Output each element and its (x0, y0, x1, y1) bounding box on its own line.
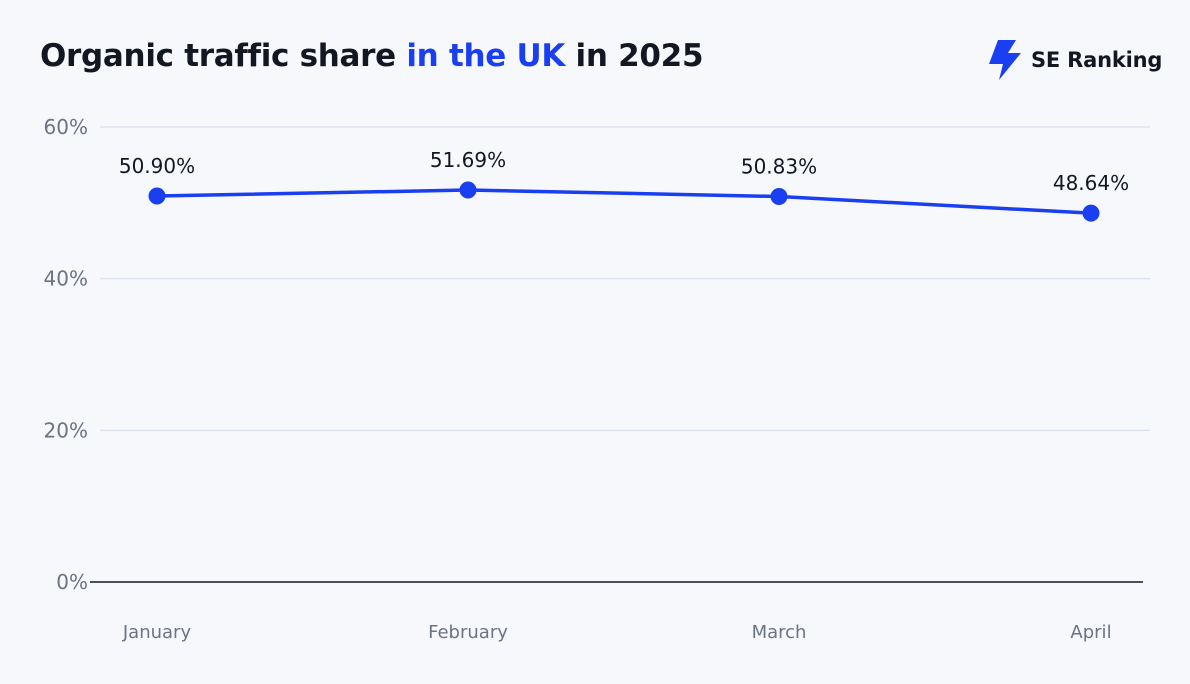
data-label: 48.64% (1053, 171, 1129, 195)
data-point[interactable] (459, 181, 477, 199)
data-label: 51.69% (430, 148, 506, 172)
chart-title: Organic traffic share in the UK in 2025 (40, 38, 704, 74)
title-highlight: in the UK (406, 38, 566, 74)
y-tick-label: 60% (44, 115, 88, 139)
x-tick-label: March (752, 622, 807, 643)
y-tick-label: 40% (44, 267, 88, 291)
x-tick-label: April (1070, 622, 1111, 643)
y-axis: 0% 20% 40% 60% (44, 115, 88, 594)
x-axis: January February March April (122, 622, 1112, 643)
data-point[interactable] (770, 188, 788, 206)
x-tick-label: January (122, 622, 192, 643)
series-line (155, 188, 1093, 215)
brand-name: SE Ranking (1031, 48, 1163, 72)
data-point[interactable] (1082, 204, 1100, 222)
y-tick-label: 20% (44, 418, 88, 442)
x-tick-label: February (428, 622, 508, 643)
title-part-2: in 2025 (565, 38, 704, 74)
series-layer (148, 181, 1100, 222)
data-labels: 50.90% 51.69% 50.83% 48.64% (119, 148, 1129, 195)
grid-lines (90, 126, 1150, 583)
y-tick-label: 0% (56, 570, 88, 594)
data-point[interactable] (148, 187, 166, 205)
data-label: 50.90% (119, 154, 195, 178)
se-ranking-logo-icon (989, 40, 1021, 80)
title-part-1: Organic traffic share (40, 38, 407, 74)
data-label: 50.83% (741, 155, 817, 179)
brand-logo: SE Ranking (986, 40, 1162, 80)
